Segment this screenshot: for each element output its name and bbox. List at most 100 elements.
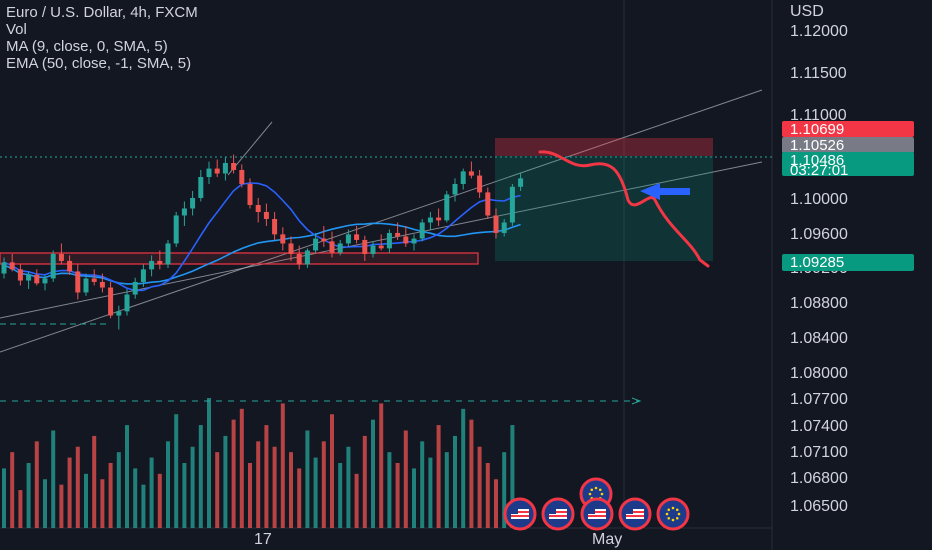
chart-legend: Euro / U.S. Dollar, 4h, FXCM Vol MA (9, … <box>6 4 198 72</box>
volume-bar <box>239 408 244 528</box>
flag-canton <box>549 509 556 514</box>
currency-label: USD <box>790 3 824 20</box>
flag-canton <box>588 509 595 514</box>
candle-body <box>26 274 32 281</box>
event-flags[interactable] <box>503 477 690 531</box>
candle-body <box>231 162 237 170</box>
candle-body <box>9 262 15 270</box>
candle-body <box>427 217 433 223</box>
candle-body <box>313 238 319 251</box>
candle-body <box>17 269 23 281</box>
candle-body <box>345 234 351 244</box>
candle-body <box>116 311 122 316</box>
countdown-label: 03:27:01 <box>790 162 848 179</box>
ema-indicator-label[interactable]: EMA (50, close, -1, SMA, 5) <box>6 55 192 72</box>
price-tick-label: 1.06800 <box>790 470 848 487</box>
volume-bar <box>461 408 466 528</box>
candle-body <box>403 236 409 244</box>
grid-lines <box>0 0 773 550</box>
candle-body <box>493 215 499 233</box>
candle-body <box>255 204 261 212</box>
eu-event-flag <box>656 497 690 531</box>
candle-body <box>518 178 524 187</box>
flag-star <box>675 516 679 520</box>
price-tick-label: 1.11000 <box>790 107 847 124</box>
candle-body <box>477 175 483 193</box>
flag-stripe <box>588 509 606 519</box>
price-axis[interactable]: 1.12000 1.11500 1.11000 1.10000 1.09600 1.092… <box>782 3 914 515</box>
dashed-line-arrow <box>631 397 642 405</box>
volume-bar <box>182 463 187 528</box>
volume-bar <box>338 463 343 528</box>
volume-bar <box>420 441 425 528</box>
support-zone <box>0 252 479 265</box>
candle-body <box>149 260 155 270</box>
volume-bar <box>272 446 277 528</box>
volume-bar <box>67 457 72 528</box>
flag-stripe <box>626 515 644 517</box>
volume-bar <box>395 463 400 528</box>
candle-body <box>411 238 417 244</box>
volume-bar <box>231 419 236 528</box>
ma-indicator-label[interactable]: MA (9, close, 0, SMA, 5) <box>6 38 168 55</box>
price-tag <box>782 137 914 153</box>
candle-body <box>239 169 245 184</box>
time-axis[interactable]: 17 May <box>254 531 622 548</box>
ema-series-line <box>3 222 521 285</box>
volume-bar <box>92 435 97 528</box>
candle-body <box>485 192 491 216</box>
flag-stripe <box>626 509 644 519</box>
candle-body <box>419 222 425 239</box>
candle-body <box>50 253 56 279</box>
arrow-icon <box>640 183 690 200</box>
price-tag <box>782 121 914 137</box>
chart-drawings <box>0 89 772 405</box>
candle-body <box>321 238 327 242</box>
volume-bar <box>346 446 351 528</box>
volume-bar <box>84 473 88 528</box>
volume-bar <box>305 430 310 528</box>
price-tick-label: 1.08000 <box>790 365 848 382</box>
flag-stripe <box>549 515 567 517</box>
price-tag <box>782 254 914 271</box>
volume-bar <box>280 403 285 528</box>
candle-body <box>140 269 146 282</box>
flag-star <box>665 512 669 516</box>
volume-indicator-label[interactable]: Vol <box>6 21 27 38</box>
volume-bar <box>43 479 47 528</box>
candle-body <box>436 217 442 221</box>
candle-body <box>181 208 187 216</box>
candle-body <box>67 260 73 272</box>
price-tag-label: 1.09285 <box>790 254 844 271</box>
flag-star <box>671 518 675 522</box>
candle-body <box>263 211 269 219</box>
volume-bar <box>149 457 154 528</box>
volume-bar <box>330 414 334 528</box>
candle-body <box>214 168 220 174</box>
candle-body <box>452 183 458 195</box>
symbol-title[interactable]: Euro / U.S. Dollar, 4h, FXCM <box>6 4 198 21</box>
volume-bar <box>256 441 261 528</box>
price-tick-label: 1.07100 <box>790 444 848 461</box>
price-tag <box>782 152 914 176</box>
volume-bar <box>412 468 416 528</box>
candle-body <box>83 278 89 293</box>
candle-body <box>395 232 401 237</box>
volume-bar <box>166 441 170 528</box>
ema-line <box>3 182 521 292</box>
flag-stripe <box>511 509 529 519</box>
flag-star <box>667 508 671 512</box>
volume-bars <box>2 398 515 528</box>
volume-bar <box>190 446 195 528</box>
volume-bar <box>51 430 56 528</box>
volume-bar <box>444 452 449 528</box>
volume-bar <box>157 473 162 528</box>
flag-canton <box>511 509 518 514</box>
volume-bar <box>354 473 359 528</box>
volume-bar <box>453 435 457 528</box>
candle-body <box>75 271 81 293</box>
candle-body <box>444 194 450 221</box>
candlestick-series <box>1 154 524 330</box>
candle-body <box>378 245 384 249</box>
